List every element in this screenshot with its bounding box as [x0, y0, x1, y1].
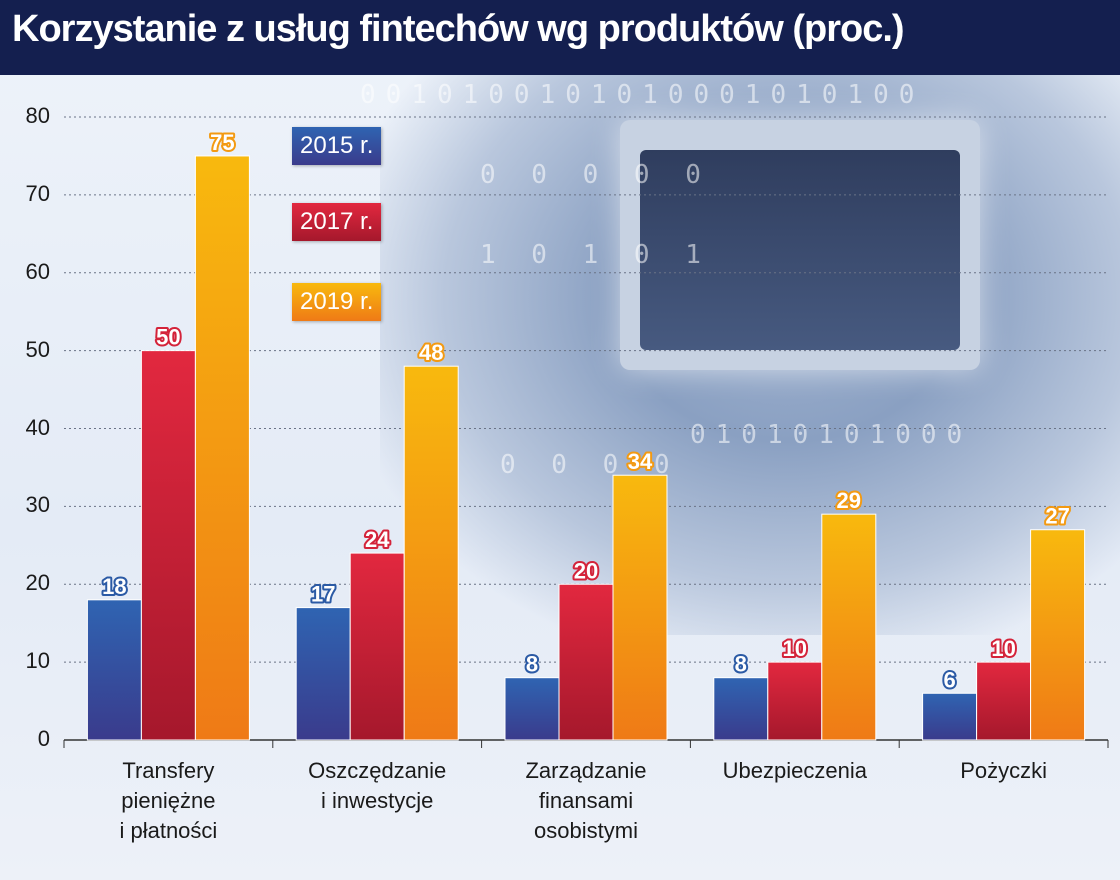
- bar: [140, 350, 196, 741]
- bar: [558, 583, 614, 741]
- y-tick-label: 40: [25, 414, 50, 440]
- x-category-label-line: Zarządzanie: [525, 758, 647, 783]
- x-category-label: Transfery pieniężne i płatności: [68, 756, 268, 846]
- data-label: 18: [102, 574, 126, 599]
- bar: [767, 661, 823, 741]
- bar: [349, 552, 405, 741]
- background-binary-pattern: 0010100101010001010100: [360, 80, 925, 110]
- x-category-label-line: Ubezpieczenia: [722, 758, 867, 783]
- x-category-label: Oszczędzanie i inwestycje: [277, 756, 477, 816]
- x-category-label-line: i inwestycje: [320, 788, 434, 813]
- background-binary-pattern: 1 0 1 0 1: [480, 240, 711, 270]
- bar: [194, 155, 250, 741]
- data-label: 17: [311, 582, 335, 607]
- background-binary-pattern: 01010101000: [690, 420, 973, 450]
- y-tick-label: 60: [25, 258, 50, 284]
- x-category-label-line: Transfery: [122, 758, 215, 783]
- bar: [976, 661, 1032, 741]
- bar: [821, 513, 877, 741]
- data-label: 29: [837, 488, 861, 513]
- bar: [922, 692, 978, 741]
- x-category-label: Zarządzanie finansami osobistymi: [486, 756, 686, 846]
- y-tick-label: 0: [37, 726, 50, 751]
- x-category-label-line: finansami: [538, 788, 634, 813]
- data-label: 75: [210, 130, 234, 155]
- x-category-label-line: Oszczędzanie: [308, 758, 447, 783]
- bar: [86, 599, 142, 741]
- y-tick-label: 10: [25, 648, 50, 674]
- y-tick-label: 80: [25, 103, 50, 128]
- legend-item: 2015 r.: [292, 127, 382, 165]
- background-monitor-screen: [640, 150, 960, 350]
- bar: [403, 365, 459, 741]
- data-label: 20: [574, 558, 598, 583]
- chart-title: Korzystanie z usług fintechów wg produkt…: [12, 8, 905, 50]
- x-category-label: Ubezpieczenia: [695, 756, 895, 786]
- data-label: 50: [156, 325, 180, 350]
- background-binary-pattern: 0 0 0 0 0: [480, 160, 711, 190]
- data-label: 24: [365, 527, 390, 552]
- legend-item: 2019 r.: [292, 283, 382, 321]
- bar: [1030, 529, 1086, 741]
- bar: [612, 474, 668, 741]
- x-category-label-line: osobistymi: [534, 818, 638, 843]
- data-label: 6: [943, 667, 955, 692]
- x-category-label-line: i płatności: [119, 818, 218, 843]
- data-label: 10: [783, 636, 807, 661]
- x-category-label-line: pieniężne: [121, 788, 216, 813]
- x-category-label-line: Pożyczki: [960, 758, 1047, 783]
- x-category-label: Pożyczki: [904, 756, 1104, 786]
- data-label: 27: [1045, 504, 1069, 529]
- y-tick-label: 20: [25, 570, 50, 596]
- data-label: 48: [419, 340, 443, 365]
- bar: [504, 677, 560, 741]
- data-label: 10: [991, 636, 1015, 661]
- y-tick-label: 70: [25, 180, 50, 206]
- bar: [713, 677, 769, 741]
- y-tick-label: 30: [25, 492, 50, 518]
- data-label: 8: [735, 652, 747, 677]
- title-bar: Korzystanie z usług fintechów wg produkt…: [0, 0, 1120, 75]
- data-label: 8: [526, 652, 538, 677]
- bar: [295, 607, 351, 741]
- legend-item: 2017 r.: [292, 203, 382, 241]
- data-label: 34: [628, 449, 653, 474]
- y-tick-label: 50: [25, 336, 50, 362]
